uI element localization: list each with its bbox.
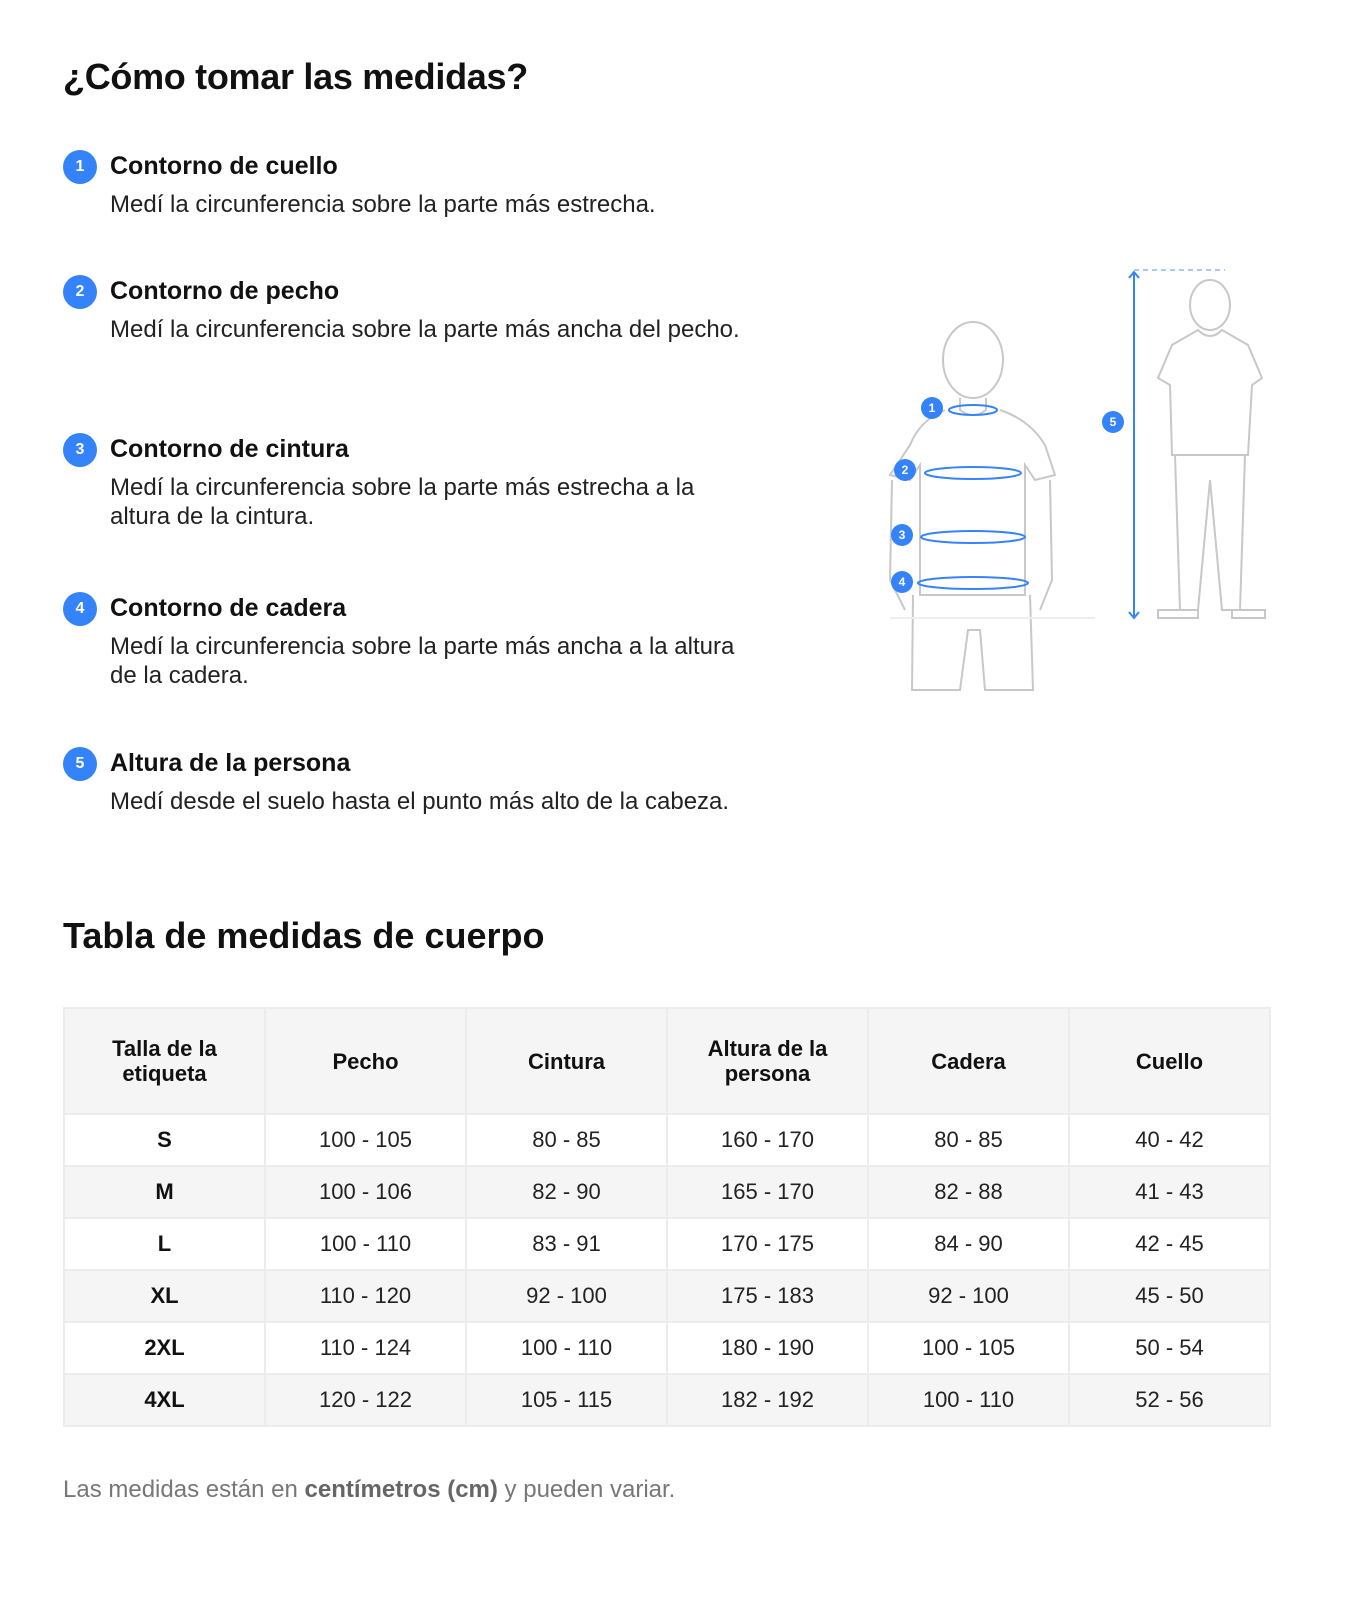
measurement-cell: 170 - 175	[666, 1217, 869, 1271]
measurement-cell: 92 - 100	[465, 1269, 668, 1323]
svg-text:1: 1	[929, 401, 936, 415]
column-header: Cintura	[465, 1007, 668, 1115]
column-header: Cadera	[867, 1007, 1070, 1115]
measurement-cell: 52 - 56	[1068, 1373, 1271, 1427]
measurement-cell: 80 - 85	[465, 1113, 668, 1167]
column-header: Pecho	[264, 1007, 467, 1115]
size-label-cell: 2XL	[63, 1321, 266, 1375]
measurement-cell: 110 - 124	[264, 1321, 467, 1375]
table-row: 4XL 120 - 122 105 - 115 182 - 192 100 - 110 5…	[63, 1373, 1271, 1427]
measurement-cell: 120 - 122	[264, 1373, 467, 1427]
measurement-cell: 82 - 90	[465, 1165, 668, 1219]
step-description: Medí la circunferencia sobre la parte má…	[110, 316, 740, 343]
body-measurement-illustration: 1 2 3 4 5	[888, 269, 1266, 691]
step-number-badge: 4	[63, 592, 97, 626]
step-title: Altura de la persona	[110, 749, 351, 777]
measurement-cell: 110 - 120	[264, 1269, 467, 1323]
step-number-badge: 3	[63, 433, 97, 467]
svg-text:3: 3	[899, 528, 906, 542]
step-description: Medí desde el suelo hasta el punto más a…	[110, 788, 730, 815]
size-label-cell: M	[63, 1165, 266, 1219]
measurement-cell: 100 - 110	[867, 1373, 1070, 1427]
page-title: ¿Cómo tomar las medidas?	[63, 56, 528, 97]
step-title: Contorno de pecho	[110, 277, 340, 305]
measurement-cell: 80 - 85	[867, 1113, 1070, 1167]
svg-text:2: 2	[902, 463, 909, 477]
size-label-cell: S	[63, 1113, 266, 1167]
measurement-cell: 160 - 170	[666, 1113, 869, 1167]
measurement-cell: 92 - 100	[867, 1269, 1070, 1323]
measurement-cell: 165 - 170	[666, 1165, 869, 1219]
table-row: 2XL 110 - 124 100 - 110 180 - 190 100 - 105 5…	[63, 1321, 1271, 1375]
measurement-cell: 41 - 43	[1068, 1165, 1271, 1219]
measurement-cell: 175 - 183	[666, 1269, 869, 1323]
table-row: L 100 - 110 83 - 91 170 - 175 84 - 90 42 - 45	[63, 1217, 1271, 1271]
measurement-cell: 100 - 106	[264, 1165, 467, 1219]
size-label-cell: XL	[63, 1269, 266, 1323]
size-chart-table: Talla de la etiqueta Pecho Cintura Altura d…	[63, 1007, 1271, 1427]
column-header: Cuello	[1068, 1007, 1271, 1115]
step-number-badge: 5	[63, 747, 97, 781]
step-title: Contorno de cadera	[110, 594, 347, 622]
full-body-figure	[1156, 279, 1266, 619]
column-header: Talla de la etiqueta	[63, 1007, 266, 1115]
table-title: Tabla de medidas de cuerpo	[63, 915, 545, 956]
measurement-cell: 100 - 110	[465, 1321, 668, 1375]
measurement-cell: 100 - 105	[867, 1321, 1070, 1375]
svg-text:5: 5	[1110, 415, 1117, 429]
step-description: Medí la circunferencia sobre la parte má…	[110, 191, 656, 218]
step-description: Medí la circunferencia sobre la parte má…	[110, 633, 735, 689]
step-description: Medí la circunferencia sobre la parte má…	[110, 474, 695, 530]
measurement-cell: 50 - 54	[1068, 1321, 1271, 1375]
size-label-cell: 4XL	[63, 1373, 266, 1427]
measurement-lines	[917, 269, 1225, 620]
measurement-cell: 84 - 90	[867, 1217, 1070, 1271]
step-title: Contorno de cintura	[110, 435, 349, 463]
measurement-cell: 105 - 115	[465, 1373, 668, 1427]
measurement-cell: 100 - 105	[264, 1113, 467, 1167]
measurement-cell: 83 - 91	[465, 1217, 668, 1271]
step-title: Contorno de cuello	[110, 152, 338, 180]
table-row: S 100 - 105 80 - 85 160 - 170 80 - 85 40 - 42	[63, 1113, 1271, 1167]
measurement-markers: 1 2 3 4 5	[891, 397, 1124, 593]
measurement-cell: 82 - 88	[867, 1165, 1070, 1219]
svg-text:4: 4	[899, 575, 906, 589]
measurement-cell: 182 - 192	[666, 1373, 869, 1427]
step-number-badge: 1	[63, 150, 97, 184]
size-label-cell: L	[63, 1217, 266, 1271]
measurement-cell: 100 - 110	[264, 1217, 467, 1271]
unit-emphasis: centímetros (cm)	[304, 1476, 498, 1503]
upper-body-figure	[888, 321, 1095, 691]
measurement-cell: 42 - 45	[1068, 1217, 1271, 1271]
measurement-cell: 45 - 50	[1068, 1269, 1271, 1323]
column-header: Altura de la persona	[666, 1007, 869, 1115]
table-row: XL 110 - 120 92 - 100 175 - 183 92 - 100 45 -…	[63, 1269, 1271, 1323]
footnote: Las medidas están en centímetros (cm) y …	[63, 1476, 676, 1503]
measurement-cell: 40 - 42	[1068, 1113, 1271, 1167]
table-row: M 100 - 106 82 - 90 165 - 170 82 - 88 41 - 43	[63, 1165, 1271, 1219]
table-header-row: Talla de la etiqueta Pecho Cintura Altura d…	[63, 1007, 1271, 1115]
step-number-badge: 2	[63, 275, 97, 309]
measurement-cell: 180 - 190	[666, 1321, 869, 1375]
